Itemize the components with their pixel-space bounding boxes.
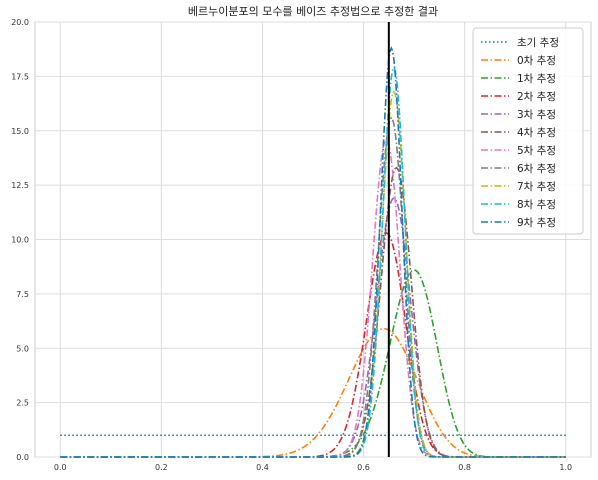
series-layer — [60, 46, 566, 458]
legend: 초기 추정 0차 추정 1차 추정 2차 추정 3차 추정 4차 추정 5차 추정 6차 추정… — [472, 27, 584, 235]
y-tick-label: 0.0 — [16, 453, 29, 462]
legend-box — [472, 27, 584, 235]
x-tick-label: 1.0 — [559, 463, 572, 472]
y-tick-label: 10.0 — [11, 236, 29, 245]
x-tick-label: 0.0 — [54, 463, 67, 472]
y-tick-label: 7.5 — [16, 290, 29, 299]
legend-label-9: 8차 추정 — [517, 199, 556, 211]
y-tick-label: 20.0 — [11, 18, 29, 27]
x-tick-label: 0.6 — [357, 463, 370, 472]
legend-label-7: 6차 추정 — [517, 163, 556, 175]
legend-label-2: 1차 추정 — [517, 73, 556, 85]
legend-label-6: 5차 추정 — [517, 145, 556, 157]
chart-title: 베르누이분포의 모수를 베이즈 추정법으로 추정한 결과 — [188, 5, 438, 18]
y-tick-label: 17.5 — [11, 72, 29, 81]
legend-label-3: 2차 추정 — [517, 91, 556, 103]
x-tick-label: 0.4 — [256, 463, 269, 472]
series-line-10 — [60, 46, 566, 458]
y-tick-label: 5.0 — [16, 344, 29, 353]
legend-label-4: 3차 추정 — [517, 109, 556, 121]
legend-label-5: 4차 추정 — [517, 127, 556, 139]
legend-label-1: 0차 추정 — [517, 55, 556, 67]
x-tick-label: 0.8 — [458, 463, 471, 472]
tick-layer: 0.0 0.2 0.4 0.6 0.8 1.0 0.0 2.5 5.0 7.5 10.0 12.5 15… — [11, 18, 572, 472]
legend-label-10: 9차 추정 — [517, 217, 556, 229]
y-tick-label: 12.5 — [11, 181, 29, 190]
x-tick-label: 0.2 — [155, 463, 168, 472]
legend-label-0: 초기 추정 — [517, 37, 559, 49]
legend-label-8: 7차 추정 — [517, 181, 556, 193]
y-tick-label: 15.0 — [11, 127, 29, 136]
y-tick-label: 2.5 — [16, 399, 29, 408]
